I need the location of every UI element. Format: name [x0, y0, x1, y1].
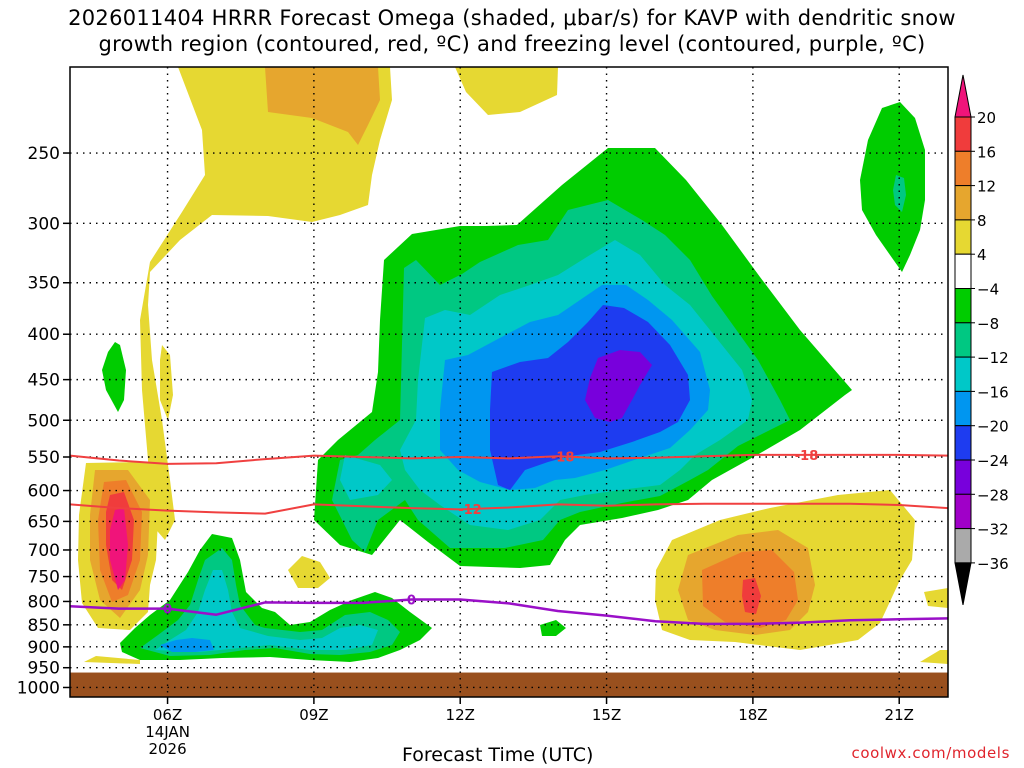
omega-region-upper-right-ascent	[860, 102, 925, 272]
colorbar-segment-6	[954, 322, 972, 358]
omega-region-low-ascent-12	[155, 570, 378, 652]
omega-region-small-subsidence-a	[288, 556, 330, 588]
freezing-level-contour-label-1: 0	[407, 594, 416, 609]
x-axis-label: Forecast Time (UTC)	[402, 744, 594, 766]
colorbar-label-5: −4	[977, 281, 999, 299]
colorbar-segment-5	[954, 288, 972, 324]
omega-region-left-subsidence-column	[160, 345, 173, 420]
y-tick-label-1000: 1000	[17, 678, 60, 698]
y-tick-label-500: 500	[28, 411, 60, 431]
y-tick-label-800: 800	[28, 592, 60, 612]
dgz-contour-m12	[70, 502, 948, 515]
y-tick-label-750: 750	[28, 568, 60, 588]
freezing-level-contour	[70, 598, 948, 626]
omega-region-main-ascent-24	[585, 350, 652, 422]
omega-region-upper-mid-subsidence	[455, 67, 558, 115]
x-tick-label-06Z: 06Z	[153, 706, 182, 724]
x-tick-label-09Z: 09Z	[299, 706, 328, 724]
colorbar-label-10: −24	[977, 452, 1009, 470]
omega-region-small-subsidence-d	[84, 656, 140, 664]
colorbar-bottom-triangle	[954, 562, 972, 605]
omega-region-small-subsidence-c	[920, 650, 948, 664]
colorbar-label-8: −16	[977, 383, 1009, 401]
chart-title-line-2: growth region (contoured, red, ºC) and f…	[98, 32, 926, 56]
x-tick-label-12Z: 12Z	[446, 706, 475, 724]
colorbar-label-13: −36	[977, 555, 1009, 573]
omega-region-upper-right-ascent-8	[893, 175, 906, 212]
y-tick-label-400: 400	[28, 325, 60, 345]
colorbar-label-3: 8	[977, 212, 987, 230]
colorbar-segment-2	[954, 185, 972, 221]
colorbar-label-6: −8	[977, 315, 999, 333]
omega-region-small-ascent-left	[102, 342, 126, 412]
colorbar-segment-11	[954, 493, 972, 530]
omega-region-left-low-subsidence-20	[110, 508, 128, 590]
omega-region-small-ascent-mid	[540, 620, 566, 636]
freezing-level-contour-label-0: 0	[163, 603, 172, 618]
omega-region-main-ascent-12-low	[340, 455, 392, 500]
colorbar-label-11: −28	[977, 486, 1009, 504]
colorbar-segment-10	[954, 459, 972, 495]
omega-region-right-low-subsidence-16	[742, 578, 761, 614]
colorbar-segment-12	[954, 528, 972, 564]
plot-frame	[69, 66, 949, 698]
colorbar-segment-7	[954, 356, 972, 392]
colorbar-label-2: 12	[977, 178, 996, 196]
y-tick-label-950: 950	[28, 659, 60, 679]
omega-region-low-ascent-16	[160, 638, 214, 652]
x-tick-label-21Z: 21Z	[885, 706, 914, 724]
colorbar-label-0: 20	[977, 109, 996, 127]
colorbar-segment-9	[954, 425, 972, 461]
below-ground-fill	[70, 672, 948, 697]
y-tick-label-650: 650	[28, 512, 60, 532]
colorbar-top-triangle	[954, 74, 972, 118]
y-tick-label-250: 250	[28, 144, 60, 164]
dgz-contour-m12-label-0: -12	[458, 503, 482, 518]
x-tick-label-18Z: 18Z	[738, 706, 767, 724]
colorbar-segment-3	[954, 219, 972, 255]
colorbar-label-4: 4	[977, 246, 987, 264]
dgz-contour-m18-label-0: -18	[551, 451, 575, 466]
y-tick-label-350: 350	[28, 274, 60, 294]
y-tick-label-700: 700	[28, 541, 60, 561]
x-date-label-0: 14JAN	[145, 723, 190, 741]
y-tick-label-300: 300	[28, 214, 60, 234]
y-tick-label-900: 900	[28, 638, 60, 658]
colorbar-segment-4	[954, 253, 972, 289]
dgz-contour-m18-label-1: -18	[795, 449, 819, 464]
y-tick-label-450: 450	[28, 371, 60, 391]
x-tick-label-15Z: 15Z	[592, 706, 621, 724]
colorbar-label-7: −12	[977, 349, 1009, 367]
chart-title-line-1: 2026011404 HRRR Forecast Omega (shaded, …	[68, 6, 956, 30]
y-tick-label-550: 550	[28, 448, 60, 468]
colorbar-label-12: −32	[977, 521, 1009, 539]
y-tick-label-600: 600	[28, 482, 60, 502]
colorbar-segment-1	[954, 150, 972, 187]
omega-region-upper-left-subsidence-core	[265, 67, 380, 145]
omega-region-upper-left-subsidence	[140, 67, 392, 540]
dgz-contour-m18	[70, 453, 948, 465]
colorbar-label-9: −20	[977, 418, 1009, 436]
omega-region-small-subsidence-b	[924, 588, 948, 608]
colorbar-label-1: 16	[977, 143, 996, 161]
credit-link[interactable]: coolwx.com/models	[851, 744, 1010, 762]
y-tick-label-850: 850	[28, 616, 60, 636]
colorbar-segment-8	[954, 390, 972, 427]
x-date-label-1: 2026	[148, 740, 186, 758]
colorbar-segment-0	[954, 116, 972, 152]
